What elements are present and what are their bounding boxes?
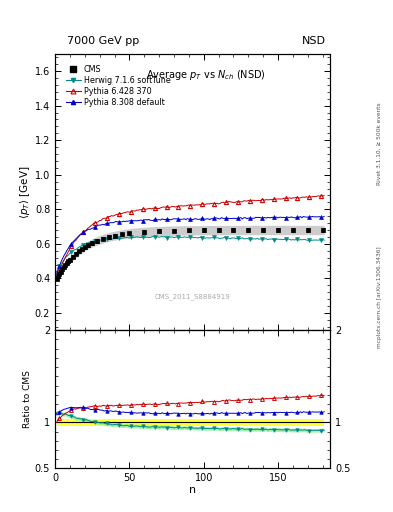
Y-axis label: $\langle p_T \rangle$ [GeV]: $\langle p_T \rangle$ [GeV]	[18, 165, 32, 219]
X-axis label: n: n	[189, 485, 196, 495]
Text: mcplots.cern.ch [arXiv:1306.3436]: mcplots.cern.ch [arXiv:1306.3436]	[377, 246, 382, 348]
Legend: CMS, Herwig 7.1.6 softTune, Pythia 6.428 370, Pythia 8.308 default: CMS, Herwig 7.1.6 softTune, Pythia 6.428…	[64, 63, 172, 109]
Text: 7000 GeV pp: 7000 GeV pp	[67, 36, 139, 46]
Text: Rivet 3.1.10, ≥ 500k events: Rivet 3.1.10, ≥ 500k events	[377, 102, 382, 185]
Text: Average $p_T$ vs $N_{ch}$ (NSD): Average $p_T$ vs $N_{ch}$ (NSD)	[146, 68, 266, 81]
Text: CMS_2011_S8884919: CMS_2011_S8884919	[155, 294, 230, 301]
Y-axis label: Ratio to CMS: Ratio to CMS	[23, 370, 32, 429]
Text: NSD: NSD	[302, 36, 326, 46]
